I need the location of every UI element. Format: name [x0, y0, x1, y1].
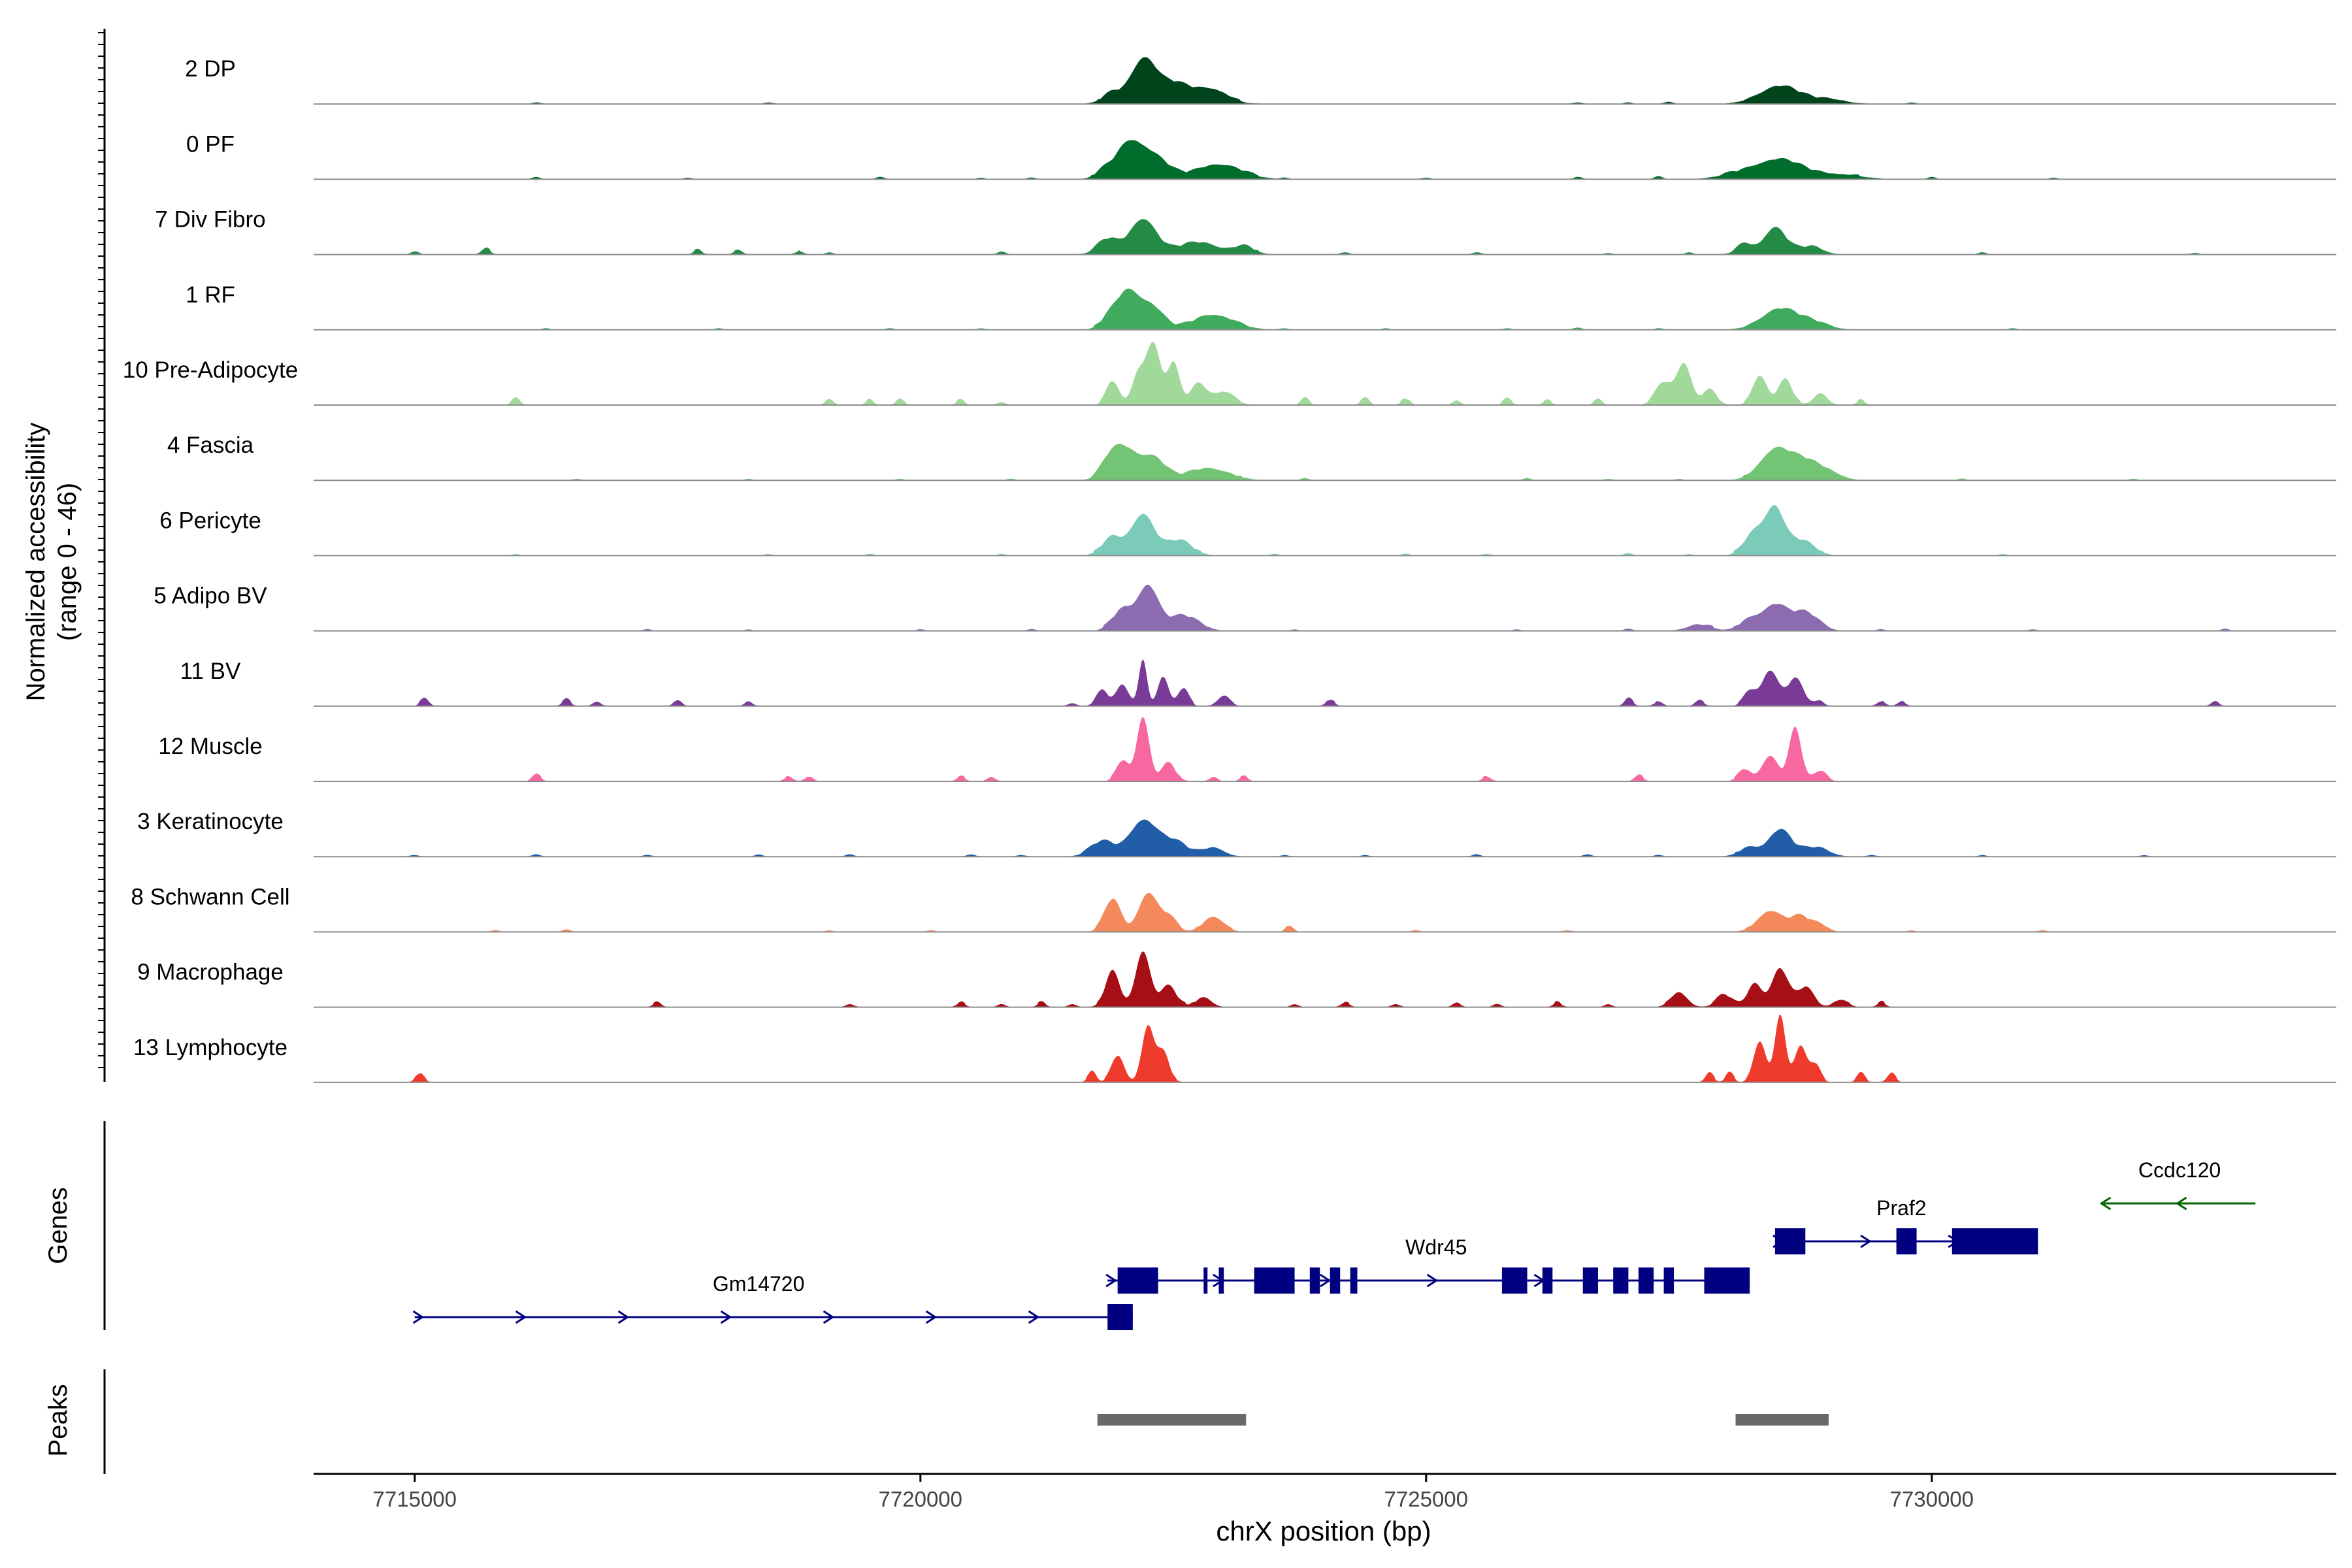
gene-exon — [1350, 1267, 1358, 1294]
gene-praf2: Praf2 — [1772, 1196, 2038, 1254]
gene-wdr45: Wdr45 — [1105, 1235, 1750, 1294]
gene-exon — [1203, 1267, 1208, 1294]
strand-arrow — [823, 1310, 835, 1324]
peak-region — [1735, 1414, 1829, 1426]
track-1: 2 DP — [185, 56, 2336, 105]
strand-arrow — [1426, 1273, 1439, 1288]
strand-arrow — [720, 1310, 732, 1324]
track-label: 9 Macrophage — [137, 960, 284, 985]
track-13: 9 Macrophage — [137, 951, 2336, 1008]
gene-exon — [1309, 1267, 1320, 1294]
peaks-panel-label: Peaks — [44, 1384, 73, 1456]
x-axis-title: chrX position (bp) — [1216, 1516, 1431, 1546]
x-tick-label: 7720000 — [879, 1487, 962, 1511]
track-6: 4 Fascia — [167, 433, 2336, 482]
track-11: 3 Keratinocyte — [137, 809, 2336, 858]
track-label: 12 Muscle — [158, 734, 263, 759]
track-9: 11 BV — [180, 659, 2336, 707]
genes-panel-label: Genes — [44, 1187, 73, 1264]
x-tick-label: 7725000 — [1384, 1487, 1468, 1511]
gene-exon — [1774, 1228, 1806, 1254]
strand-arrow — [2175, 1196, 2187, 1211]
gene-exon — [1218, 1267, 1224, 1294]
track-label: 3 Keratinocyte — [137, 809, 284, 834]
strand-arrow — [2099, 1196, 2112, 1211]
gene-gm14720: Gm14720 — [412, 1272, 1133, 1330]
gene-annotations: Gm14720 Wdr45 Praf2 Ccdc120 — [412, 1158, 2256, 1330]
track-14: 13 Lymphocyte — [133, 1015, 2336, 1083]
track-3: 7 Div Fibro — [155, 207, 2336, 255]
track-label: 13 Lymphocyte — [133, 1035, 287, 1060]
gene-exon — [1107, 1304, 1133, 1330]
track-label: 0 PF — [186, 131, 235, 157]
track-5: 10 Pre-Adipocyte — [123, 342, 2336, 406]
strand-arrow — [1028, 1310, 1040, 1324]
track-label: 8 Schwann Cell — [131, 884, 289, 909]
gene-exon — [1663, 1267, 1674, 1294]
gene-exon — [1582, 1267, 1598, 1294]
gene-label: Wdr45 — [1405, 1235, 1467, 1259]
x-tick-label: 7730000 — [1890, 1487, 1974, 1511]
peak-regions — [1097, 1414, 1829, 1426]
strand-arrow — [925, 1310, 938, 1324]
strand-arrow — [412, 1310, 425, 1324]
ylabel-line1: Normalized accessibility — [22, 423, 50, 702]
gene-label: Praf2 — [1876, 1196, 1926, 1220]
tracks-y-ticks — [98, 32, 105, 1068]
coverage-area — [314, 444, 2336, 481]
gene-exon — [1638, 1267, 1654, 1294]
coverage-area — [314, 342, 2336, 405]
track-label: 6 Pericyte — [159, 508, 261, 533]
strand-arrow — [617, 1310, 630, 1324]
gene-exon — [1542, 1267, 1553, 1294]
strand-arrow — [1105, 1273, 1117, 1288]
track-7: 6 Pericyte — [159, 504, 2336, 557]
gene-exon — [1254, 1267, 1295, 1294]
strand-arrow — [515, 1310, 527, 1324]
gene-ccdc120: Ccdc120 — [2099, 1158, 2256, 1211]
gene-label: Ccdc120 — [2138, 1158, 2221, 1182]
track-12: 8 Schwann Cell — [131, 884, 2336, 933]
gene-exon — [1704, 1267, 1750, 1294]
x-axis-ticks: 7715000 7720000 7725000 7730000 — [373, 1474, 1974, 1511]
strand-arrow — [1860, 1234, 1872, 1249]
track-label: 10 Pre-Adipocyte — [123, 357, 298, 383]
coverage-tracks: 2 DP 0 PF 7 Div Fibro 1 RF 10 Pre-Adipocyte 4… — [123, 56, 2336, 1083]
track-label: 1 RF — [186, 282, 235, 308]
track-2: 0 PF — [186, 131, 2336, 180]
gene-exon — [1952, 1228, 2038, 1254]
gene-label: Gm14720 — [713, 1272, 805, 1296]
gene-exon — [1613, 1267, 1629, 1294]
track-label: 11 BV — [180, 659, 241, 684]
strand-arrow — [1319, 1273, 1331, 1288]
gene-exon — [1501, 1267, 1527, 1294]
gene-exon — [1896, 1228, 1917, 1254]
track-4: 1 RF — [186, 282, 2336, 331]
ylabel-line2: (range 0 - 46) — [53, 483, 82, 641]
peak-region — [1097, 1414, 1247, 1426]
track-label: 7 Div Fibro — [155, 207, 265, 233]
track-8: 5 Adipo BV — [154, 583, 2336, 632]
track-label: 5 Adipo BV — [154, 583, 267, 609]
gene-exon — [1330, 1267, 1341, 1294]
track-10: 12 Muscle — [158, 717, 2336, 782]
track-label: 4 Fascia — [167, 433, 254, 458]
gene-exon — [1117, 1267, 1158, 1294]
track-label: 2 DP — [185, 56, 236, 82]
x-tick-label: 7715000 — [373, 1487, 457, 1511]
